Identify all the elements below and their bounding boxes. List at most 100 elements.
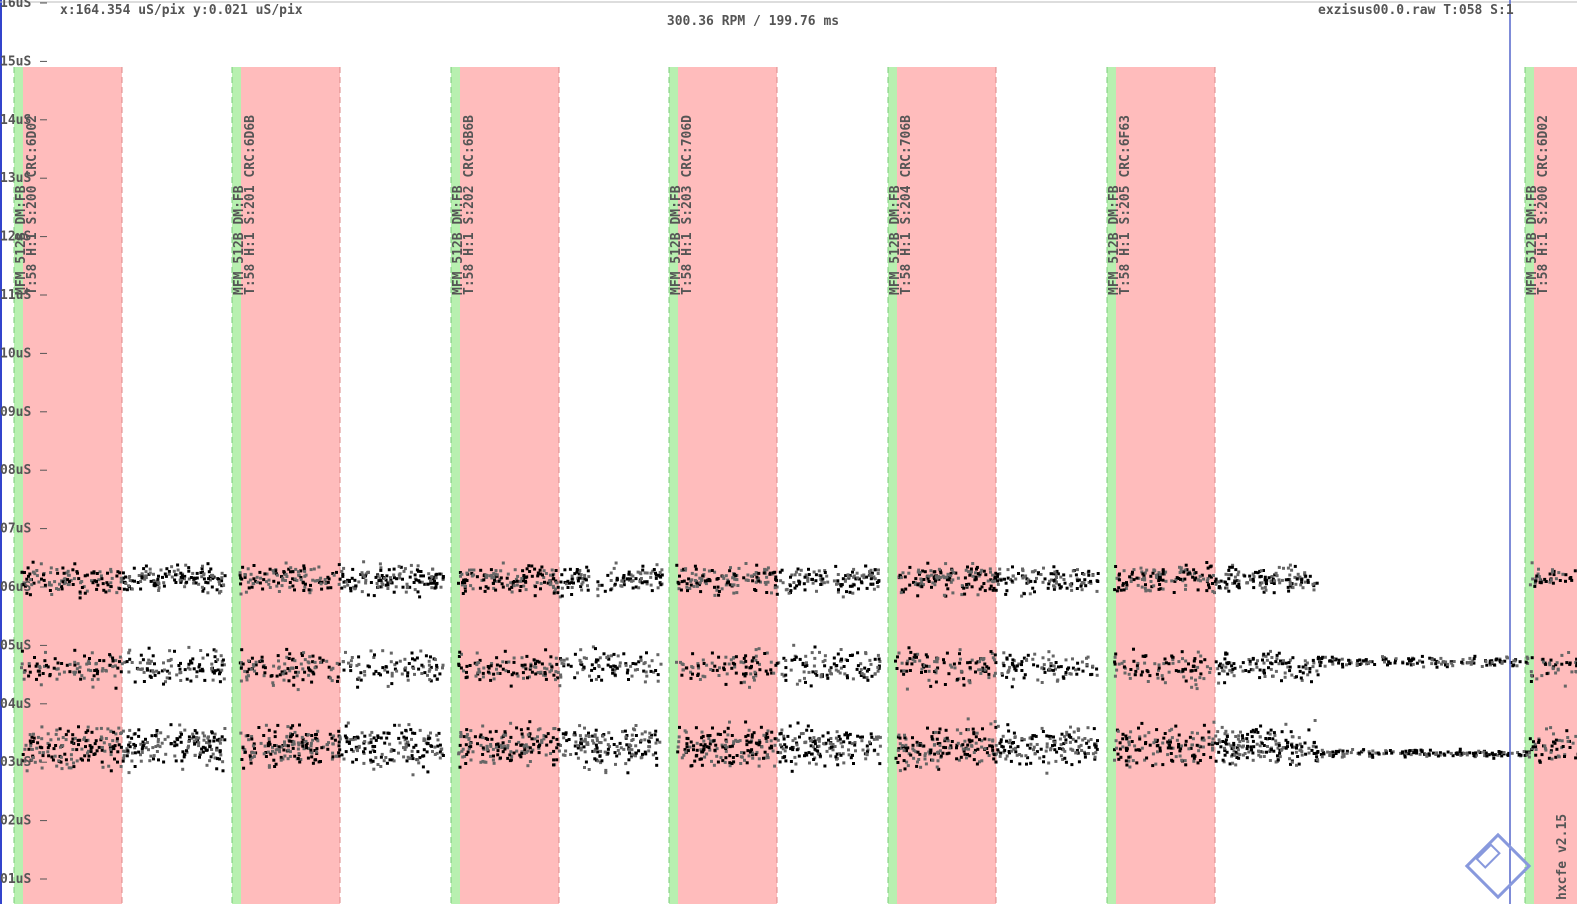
flux-dot [806,724,810,728]
flux-dot [851,753,854,757]
flux-dot [335,754,339,758]
flux-dot [740,755,744,759]
flux-dot [22,670,26,674]
flux-dot [1224,665,1228,669]
flux-dot [1247,658,1251,661]
flux-dot [262,734,266,737]
flux-dot [284,579,287,582]
flux-dot [941,751,945,755]
flux-dot [277,590,281,593]
flux-dot [262,578,266,582]
flux-dot [1067,733,1071,737]
flux-dot [942,661,946,665]
flux-dot [515,749,519,753]
flux-dot [967,738,971,742]
flux-dot [516,574,520,578]
flux-dot [708,742,712,746]
flux-dot [1304,667,1308,671]
flux-dot [137,574,141,577]
flux-dot [978,660,981,664]
flux-dot [1434,753,1438,756]
flux-dot [429,655,432,659]
flux-dot [1315,669,1319,673]
flux-dot [506,583,509,587]
flux-dot [198,755,201,759]
flux-dot [293,659,297,663]
flux-dot [344,580,348,584]
flux-dot [1290,673,1294,677]
flux-dot [140,572,144,576]
flux-dot [351,760,355,764]
flux-dot [896,761,900,764]
flux-dot [967,582,971,586]
flux-dot [86,738,90,742]
flux-dot [1069,672,1073,676]
flux-dot [1005,675,1009,679]
flux-dot [692,744,695,748]
flux-dot [1311,582,1315,586]
flux-dot [144,574,148,578]
flux-dot [404,728,408,732]
flux-dot [1301,665,1305,669]
flux-dot [975,565,979,569]
flux-dot [1473,654,1477,658]
flux-dot [789,747,793,751]
flux-dot [268,586,272,589]
flux-dot [373,745,377,748]
flux-dot [79,581,83,585]
flux-dot [319,582,323,586]
flux-dot [1272,591,1276,595]
flux-dot [31,570,35,574]
flux-dot [814,579,818,583]
flux-dot [25,577,29,581]
flux-dot [1264,588,1268,592]
flux-dot [966,753,969,756]
flux-dot [1187,571,1191,575]
sector-data [678,67,777,904]
flux-dot [109,581,113,585]
flux-dot [578,734,582,738]
flux-dot [693,564,697,568]
flux-dot [1485,663,1489,667]
flux-dot [1227,742,1231,746]
flux-dot [1114,739,1118,743]
flux-dot [468,741,472,745]
flux-dot [973,578,977,582]
flux-dot [520,751,524,755]
flux-dot [537,751,541,755]
flux-dot [1149,580,1153,583]
flux-dot [1196,665,1200,669]
flux-dot [521,569,525,573]
flux-dot [868,570,871,574]
flux-dot [90,730,94,734]
flux-dot [906,746,910,750]
flux-dot [277,666,281,670]
flux-dot [1466,661,1470,665]
flux-dot [1187,662,1190,666]
flux-dot [640,755,644,759]
flux-dot [1216,667,1220,671]
flux-dot [311,761,315,765]
flux-dot [62,571,66,575]
flux-dot [686,749,690,753]
flux-dot [210,667,214,670]
flux-dot [564,731,568,735]
flux-dot [95,668,99,672]
flux-dot [705,663,709,667]
flux-dot [918,659,922,663]
flux-dot [905,760,909,764]
flux-dot [1424,752,1428,756]
flux-dot [557,728,561,732]
flux-dot [355,747,359,751]
flux-dot [1497,750,1501,753]
flux-dot [185,677,189,681]
flux-dot [1258,668,1262,672]
flux-dot [878,735,882,739]
flux-dot [210,748,214,751]
flux-dot [968,573,972,577]
flux-dot [907,646,911,650]
flux-dot [1184,743,1188,747]
flux-dot [637,660,641,664]
flux-dot [1284,578,1288,582]
flux-dot [808,761,811,765]
